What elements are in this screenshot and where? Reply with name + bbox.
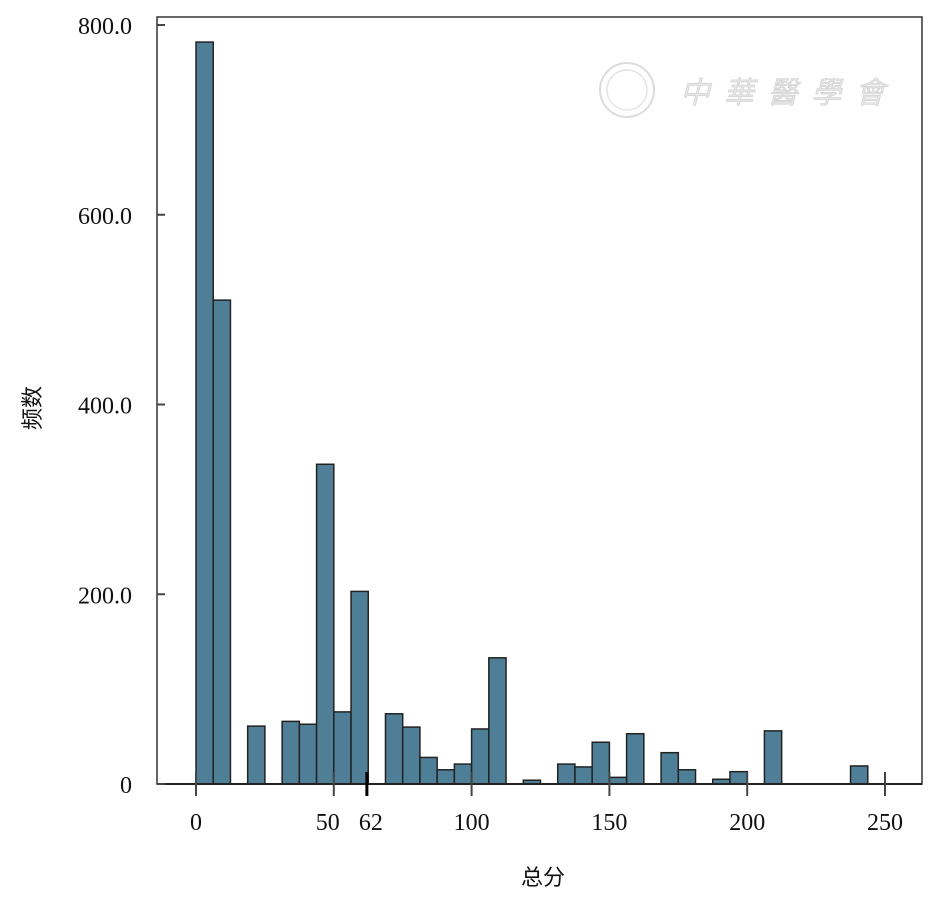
histogram-bar	[591, 741, 611, 785]
histogram-bar	[246, 725, 266, 785]
y-tick-label: 200.0	[78, 583, 132, 609]
histogram-bar	[333, 711, 352, 785]
y-tick-label: 0	[120, 773, 132, 799]
histogram-bar	[212, 299, 232, 785]
watermark-seal-icon	[599, 62, 655, 118]
histogram-bar	[849, 765, 869, 785]
histogram-bar	[350, 590, 369, 785]
histogram-bar	[281, 720, 301, 785]
x-tick-label: 0	[190, 810, 202, 836]
histogram-bar	[315, 463, 335, 785]
histogram-bar	[384, 713, 404, 785]
x-tick-label: 250	[867, 810, 903, 836]
plot-frame	[156, 16, 923, 785]
y-tick-label: 600.0	[78, 204, 132, 230]
histogram-bar	[574, 766, 593, 785]
x-tick-label: 62	[359, 810, 383, 836]
histogram-bar	[453, 763, 473, 785]
histogram-bar	[677, 769, 697, 785]
x-tick-label: 200	[729, 810, 765, 836]
histogram-bar	[763, 730, 783, 785]
histogram-bar	[556, 763, 576, 785]
histogram-bar	[488, 657, 507, 785]
y-tick-label: 800.0	[78, 14, 132, 40]
x-tick-label: 150	[591, 810, 627, 836]
histogram-bar	[436, 769, 456, 785]
x-axis-title: 总分	[521, 866, 565, 891]
x-tick-label: 50	[316, 810, 340, 836]
watermark: 中華醫學會	[599, 62, 889, 118]
histogram-bar	[298, 723, 318, 785]
histogram-bar	[729, 770, 748, 785]
watermark-seal-inner	[606, 69, 648, 111]
y-axis-title: 频数	[21, 386, 46, 430]
histogram-bar	[401, 726, 421, 785]
y-tick-label: 400.0	[78, 394, 132, 420]
x-tick-label: 100	[454, 810, 490, 836]
histogram-bar	[625, 732, 645, 785]
histogram-bar	[195, 41, 214, 785]
watermark-text: 中華醫學會	[680, 76, 889, 111]
histogram-bar	[470, 728, 490, 785]
histogram-bar	[660, 751, 680, 785]
histogram-bar	[419, 756, 438, 785]
